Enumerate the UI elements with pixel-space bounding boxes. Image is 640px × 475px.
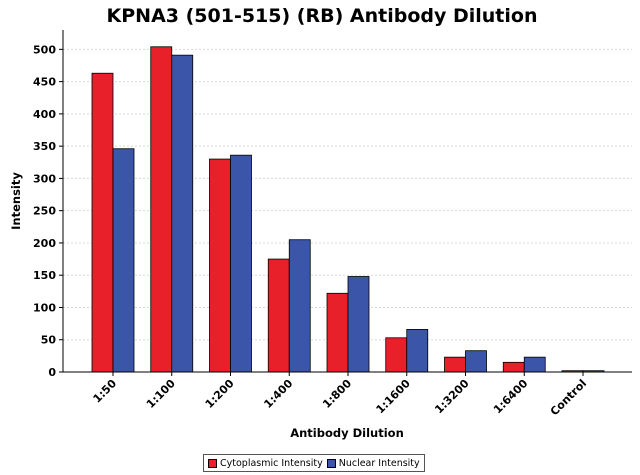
bar-nuclear-4 [347, 276, 370, 373]
bar-cytoplasmic-1 [150, 46, 173, 373]
x-tick-label: 1:800 [320, 377, 354, 411]
y-tick-label: 300 [33, 172, 56, 185]
bar-nuclear-2 [230, 154, 252, 373]
bar-cytoplasmic-6 [444, 356, 466, 373]
y-tick-label: 500 [33, 43, 56, 56]
bar-cytoplasmic-7 [502, 361, 525, 373]
x-tick-label: 1:6400 [491, 377, 531, 417]
y-axis-ticks: 0 50 100 150 200 250 300 350 400 450 500 [33, 43, 63, 379]
y-tick-label: 250 [33, 205, 56, 218]
x-axis-ticks: 1:50 1:100 1:200 1:400 1:800 1:1600 1:3200 1:64… [91, 372, 589, 418]
bar-nuclear-7 [523, 356, 546, 373]
bar-nuclear-3 [288, 239, 311, 373]
y-tick-label: 50 [41, 334, 57, 347]
bar-nuclear-0 [112, 148, 135, 373]
legend-label-cytoplasmic: Cytoplasmic Intensity [220, 457, 323, 469]
legend-swatch-nuclear [326, 458, 336, 468]
y-tick-label: 200 [33, 237, 56, 250]
chart-legend: Cytoplasmic Intensity Nuclear Intensity [203, 454, 425, 472]
x-tick-label: 1:100 [144, 377, 178, 411]
bar-cytoplasmic-3 [267, 258, 290, 373]
x-tick-label: 1:3200 [432, 377, 472, 417]
y-axis-label: Intensity [9, 172, 23, 230]
x-tick-label: 1:50 [91, 377, 120, 406]
bar-cytoplasmic-5 [385, 337, 408, 373]
bar-cytoplasmic-2 [209, 158, 231, 373]
bar-nuclear-1 [171, 54, 194, 373]
y-tick-label: 450 [33, 76, 56, 89]
bar-nuclear-5 [406, 329, 429, 373]
x-tick-label: 1:400 [261, 377, 295, 411]
y-tick-label: 150 [33, 269, 56, 282]
x-tick-label: Control [548, 377, 589, 418]
legend-swatch-cytoplasmic [208, 458, 217, 468]
y-tick-label: 400 [33, 108, 56, 121]
chart-title: KPNA3 (501-515) (RB) Antibody Dilution [107, 5, 538, 27]
bar-cytoplasmic-0 [91, 72, 114, 373]
bar-series [91, 46, 605, 373]
y-tick-label: 350 [33, 140, 56, 153]
legend-item-cytoplasmic: Cytoplasmic Intensity [208, 458, 323, 469]
legend-label-nuclear: Nuclear Intensity [338, 457, 420, 469]
x-tick-label: 1:200 [203, 377, 237, 411]
bar-cytoplasmic-4 [326, 292, 349, 373]
legend-item-nuclear: Nuclear Intensity [326, 457, 420, 469]
x-tick-label: 1:1600 [374, 377, 414, 417]
x-axis-label: Antibody Dilution [290, 426, 404, 440]
y-tick-label: 0 [48, 366, 56, 379]
y-tick-label: 100 [33, 301, 56, 314]
bar-nuclear-6 [465, 350, 487, 373]
